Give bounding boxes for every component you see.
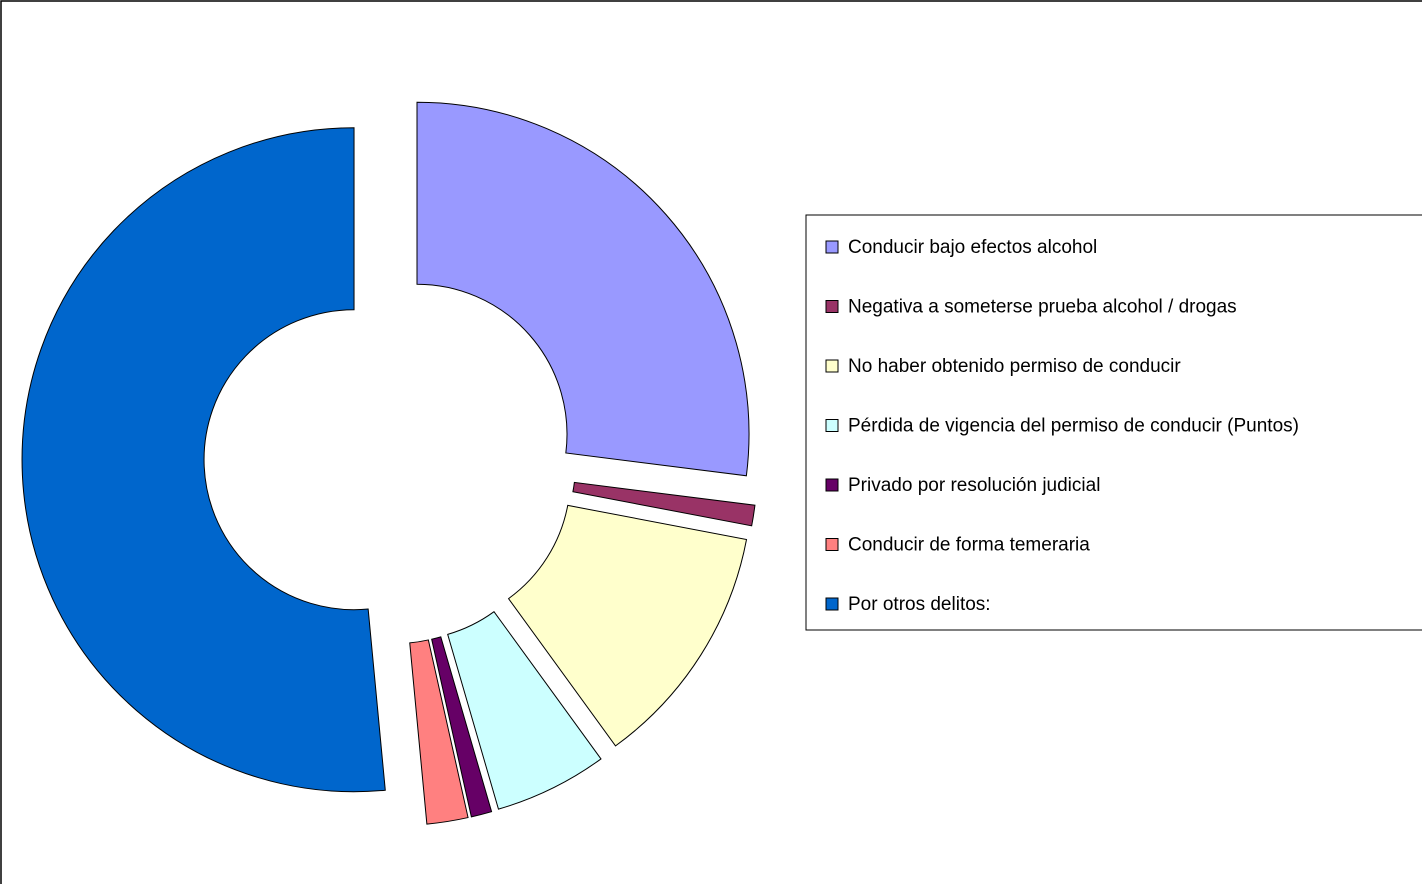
legend-label: Conducir de forma temeraria [848, 535, 1090, 556]
legend-swatch [825, 300, 839, 313]
legend-swatch [825, 359, 839, 373]
donut-slice [21, 127, 386, 793]
legend-label: Privado por resolución judicial [848, 475, 1100, 496]
legend-label: Pérdida de vigencia del permiso de condu… [848, 416, 1299, 437]
legend-box [805, 214, 1422, 631]
legend-label: Por otros delitos: [848, 594, 991, 615]
donut-slice [572, 481, 756, 527]
legend-swatch [825, 597, 839, 611]
legend-label: Negativa a someterse prueba alcohol / dr… [848, 297, 1237, 318]
legend-swatch [825, 240, 839, 254]
donut-slice [409, 639, 469, 825]
legend-swatch [825, 419, 839, 432]
legend-label: Conducir bajo efectos alcohol [848, 237, 1097, 258]
legend-label: No haber obtenido permiso de conducir [848, 356, 1181, 377]
donut-slice [507, 504, 748, 747]
legend-swatch [825, 538, 839, 551]
legend-swatch [825, 478, 839, 492]
donut-slice [447, 610, 602, 810]
donut-slice [416, 101, 750, 477]
donut-slice [431, 636, 493, 818]
